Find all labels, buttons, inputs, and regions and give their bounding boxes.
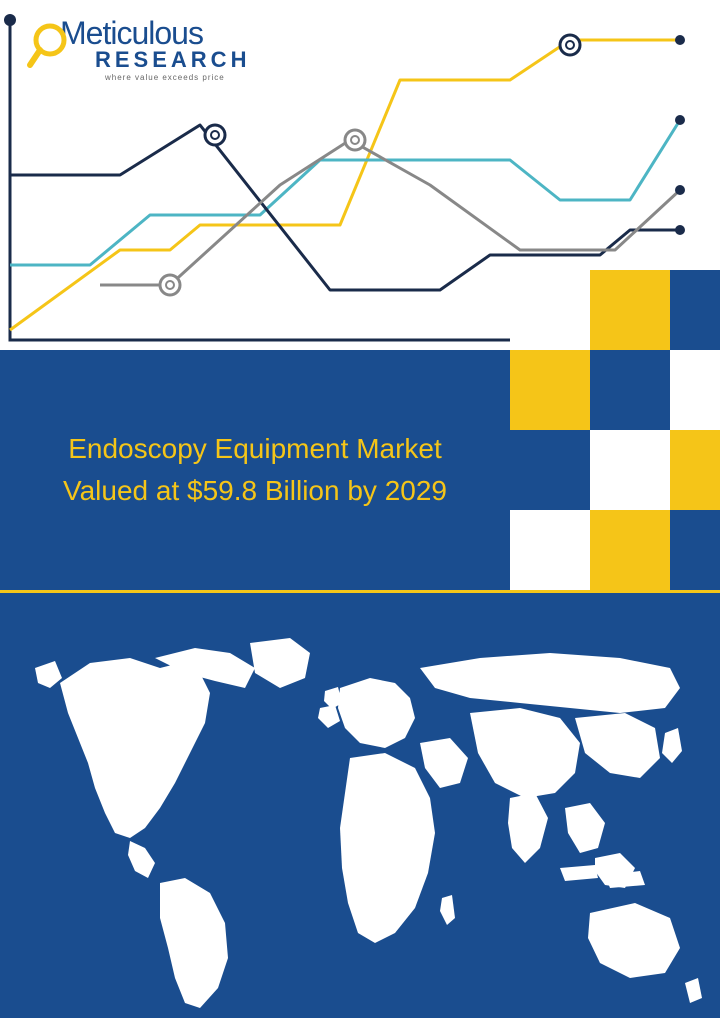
square-white — [510, 270, 590, 350]
square-yellow — [510, 350, 590, 430]
square-white — [590, 430, 670, 510]
title-panel: Endoscopy Equipment Market Valued at $59… — [0, 350, 510, 590]
decorative-squares — [510, 270, 720, 590]
square-blue — [590, 350, 670, 430]
report-title: Endoscopy Equipment Market Valued at $59… — [40, 428, 470, 512]
square-white — [510, 510, 590, 590]
square-yellow — [590, 510, 670, 590]
title-section: Endoscopy Equipment Market Valued at $59… — [0, 350, 720, 590]
world-map — [0, 613, 720, 1013]
logo-tagline: where value exceeds price — [105, 73, 250, 82]
square-yellow — [590, 270, 670, 350]
logo-sub-text: RESEARCH — [95, 47, 250, 73]
square-yellow — [670, 430, 720, 510]
logo-main-text: Meticulous — [60, 15, 203, 51]
square-blue — [670, 270, 720, 350]
square-blue — [510, 430, 590, 510]
magnifier-icon — [25, 20, 75, 70]
logo: Meticulous RESEARCH where value exceeds … — [30, 15, 250, 82]
square-blue — [670, 510, 720, 590]
world-map-section — [0, 590, 720, 1018]
square-white — [670, 350, 720, 430]
